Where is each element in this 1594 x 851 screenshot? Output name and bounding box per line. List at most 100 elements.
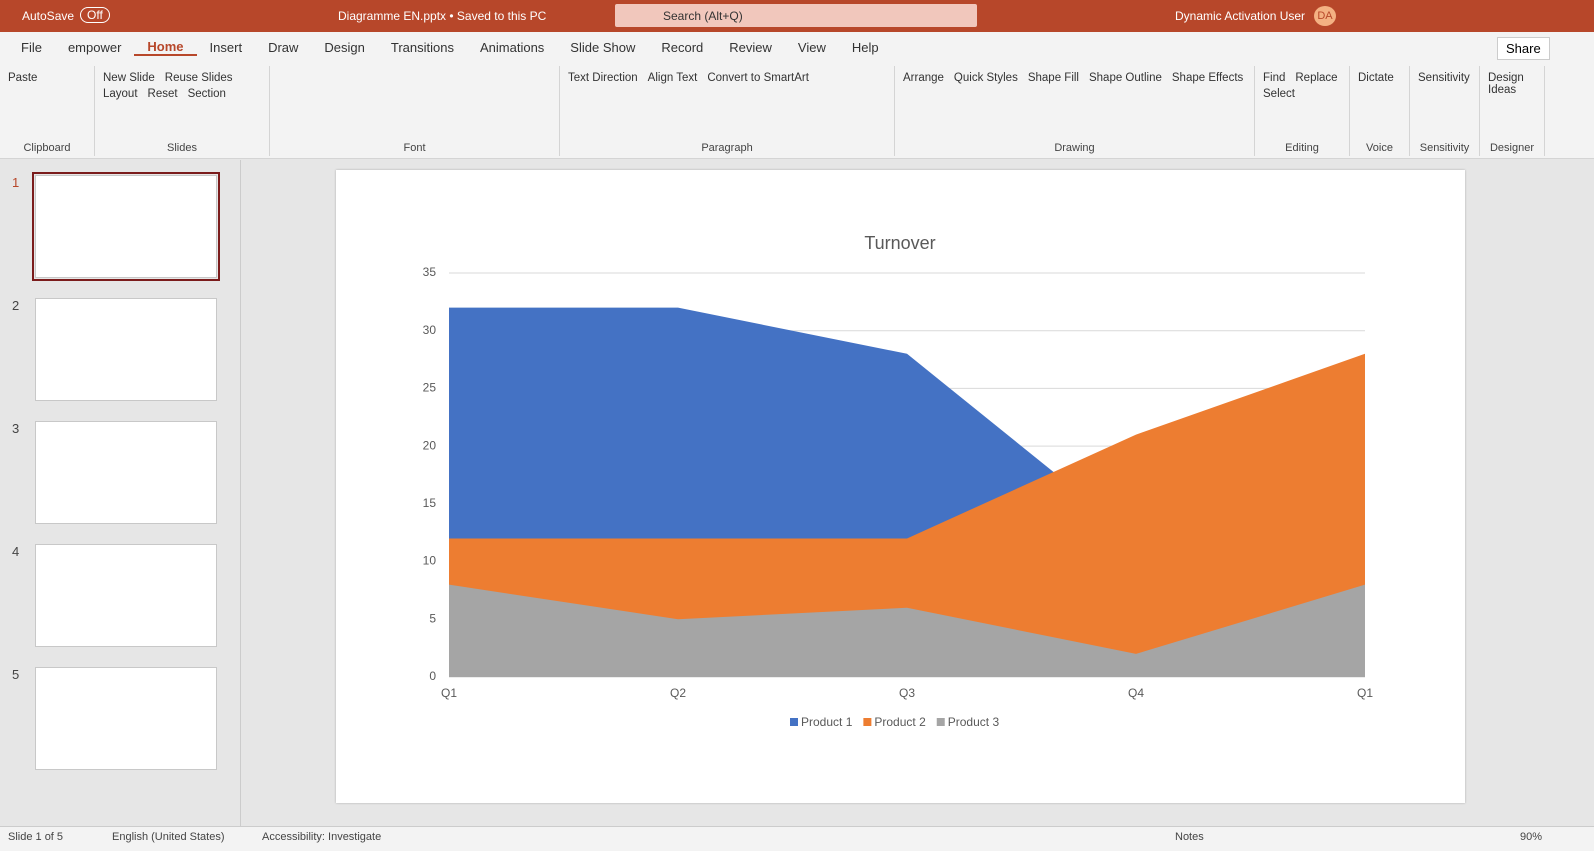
ribbon-tab[interactable]: Record bbox=[661, 39, 704, 55]
search-placeholder: Search (Alt+Q) bbox=[663, 9, 743, 23]
ribbon-tab[interactable]: Transitions bbox=[390, 39, 454, 55]
ribbon-tab[interactable]: Help bbox=[851, 39, 879, 55]
y-tick-label: 10 bbox=[423, 554, 437, 568]
slide-number: 5 bbox=[12, 667, 20, 682]
y-tick-label: 25 bbox=[423, 381, 437, 395]
slide-thumbnail[interactable] bbox=[32, 172, 220, 281]
x-tick-label: Q2 bbox=[670, 686, 686, 700]
ribbon-group: Find Replace Select Editing bbox=[1255, 66, 1350, 156]
ribbon-button[interactable]: Shape Fill bbox=[1027, 72, 1079, 84]
group-label: Sensitivity bbox=[1419, 142, 1470, 154]
group-label: Font bbox=[403, 142, 426, 154]
ribbon-button[interactable]: Arrange bbox=[903, 72, 944, 84]
ribbon-button[interactable]: Sensitivity bbox=[1418, 72, 1470, 84]
ribbon-tab[interactable]: Design bbox=[324, 39, 365, 55]
slide-number: 1 bbox=[12, 175, 20, 190]
ribbon-button[interactable]: Dictate bbox=[1358, 72, 1394, 84]
user-name[interactable]: Dynamic Activation User bbox=[1175, 9, 1306, 23]
status-item[interactable]: Notes bbox=[1175, 831, 1204, 843]
group-buttons: New Slide Reuse Slides Layout Reset Section bbox=[95, 66, 269, 106]
x-tick-label: Q4 bbox=[1128, 686, 1144, 700]
legend-swatch bbox=[936, 718, 945, 726]
ribbon-button[interactable]: Convert to SmartArt bbox=[707, 72, 809, 84]
title-bar: AutoSave Off Diagramme EN.pptx • Saved t… bbox=[0, 0, 1594, 32]
ribbon-button[interactable]: Replace bbox=[1295, 72, 1338, 84]
file-name[interactable]: Diagramme EN.pptx • Saved to this PC bbox=[338, 9, 547, 23]
search-box[interactable]: Search (Alt+Q) bbox=[615, 4, 977, 27]
ribbon-group: Paste Clipboard bbox=[0, 66, 95, 156]
ribbon-tab[interactable]: Animations bbox=[479, 39, 545, 55]
status-item[interactable]: Accessibility: Investigate bbox=[262, 831, 382, 843]
ribbon-group: Font bbox=[270, 66, 560, 156]
y-tick-label: 0 bbox=[429, 669, 436, 683]
legend-label: Product 1 bbox=[801, 715, 853, 729]
slide-number: 3 bbox=[12, 421, 20, 436]
ribbon-tab[interactable]: Home bbox=[134, 39, 197, 56]
y-tick-label: 20 bbox=[423, 438, 437, 452]
ribbon-tab[interactable]: File bbox=[21, 39, 42, 55]
y-tick-label: 30 bbox=[423, 323, 437, 337]
ribbon-tabs: File empower Home Insert Draw Design Transitio… bbox=[0, 32, 1594, 62]
x-tick-label: Q1 bbox=[1357, 686, 1373, 700]
x-tick-label: Q3 bbox=[899, 686, 915, 700]
slide-thumbnail[interactable] bbox=[35, 667, 217, 770]
ribbon-button[interactable]: Find bbox=[1263, 72, 1286, 84]
ribbon-group: Dictate Voice bbox=[1350, 66, 1410, 156]
group-buttons: Sensitivity bbox=[1410, 66, 1479, 90]
ribbon-button[interactable]: Shape Effects bbox=[1171, 72, 1244, 84]
y-tick-label: 35 bbox=[423, 265, 437, 279]
area bbox=[449, 584, 1365, 677]
status-item: Slide 1 of 5 bbox=[8, 831, 64, 843]
group-buttons: Dictate bbox=[1350, 66, 1409, 90]
ribbon-button[interactable]: Text Direction bbox=[568, 72, 638, 84]
group-buttons: Design Ideas bbox=[1480, 66, 1544, 102]
status-item[interactable]: 90% bbox=[1520, 831, 1543, 843]
area bbox=[449, 353, 1365, 677]
group-buttons: Arrange Quick Styles Shape Fill Shape Outli… bbox=[895, 66, 1254, 90]
ribbon-button[interactable]: New Slide bbox=[103, 72, 155, 84]
ribbon-button[interactable]: Design Ideas bbox=[1488, 72, 1524, 96]
slide-number: 4 bbox=[12, 544, 20, 559]
ribbon-tab[interactable]: Draw bbox=[268, 39, 299, 55]
group-buttons: Find Replace Select bbox=[1255, 66, 1349, 106]
ribbon-group: Arrange Quick Styles Shape Fill Shape Outli… bbox=[895, 66, 1255, 156]
group-label: Slides bbox=[167, 142, 197, 154]
share-button[interactable]: Share bbox=[1497, 37, 1550, 60]
ribbon-button[interactable]: Reset bbox=[147, 88, 178, 100]
group-label: Voice bbox=[1366, 142, 1393, 154]
slide-thumbnail[interactable] bbox=[35, 298, 217, 401]
slide-thumbnail[interactable] bbox=[35, 421, 217, 524]
ribbon-tab[interactable]: Review bbox=[729, 39, 772, 55]
ribbon-button[interactable]: Quick Styles bbox=[953, 72, 1018, 84]
group-buttons: Text Direction Align Text Convert to Smart… bbox=[560, 66, 894, 90]
ribbon-tab[interactable]: Insert bbox=[209, 39, 243, 55]
legend-swatch bbox=[790, 718, 798, 726]
ribbon-group: Sensitivity Sensitivity bbox=[1410, 66, 1480, 156]
ribbon-button[interactable]: Section bbox=[187, 88, 226, 100]
legend-label: Product 2 bbox=[874, 715, 926, 729]
ribbon-group: Design Ideas Designer bbox=[1480, 66, 1545, 156]
ribbon-button[interactable]: Align Text bbox=[647, 72, 698, 84]
ribbon-button[interactable]: Shape Outline bbox=[1088, 72, 1162, 84]
slide-thumbnail[interactable] bbox=[35, 544, 217, 647]
ribbon-button[interactable]: Select bbox=[1263, 88, 1295, 100]
ribbon-group: Text Direction Align Text Convert to Smart… bbox=[560, 66, 895, 156]
status-bar: Slide 1 of 5 English (United States) Acces… bbox=[0, 826, 1594, 851]
autosave-label[interactable]: AutoSave bbox=[22, 9, 75, 23]
ribbon-button[interactable]: Reuse Slides bbox=[164, 72, 233, 84]
chart-title: Turnover bbox=[864, 233, 935, 253]
legend-label: Product 3 bbox=[948, 715, 1000, 729]
autosave-toggle[interactable]: Off bbox=[80, 7, 110, 23]
ribbon-tab[interactable]: View bbox=[797, 39, 826, 55]
ribbon-tab[interactable]: Slide Show bbox=[570, 39, 636, 55]
ribbon-tab[interactable]: empower bbox=[67, 39, 122, 55]
ribbon: Paste Clipboard New Slide Reuse Slides Layou… bbox=[0, 62, 1594, 159]
ribbon-button[interactable]: Layout bbox=[103, 88, 138, 100]
user-avatar[interactable]: DA bbox=[1314, 6, 1336, 26]
group-buttons: Paste bbox=[0, 66, 94, 90]
ribbon-button[interactable]: Paste bbox=[8, 72, 38, 84]
group-label: Clipboard bbox=[23, 142, 71, 154]
group-label: Designer bbox=[1489, 142, 1535, 154]
